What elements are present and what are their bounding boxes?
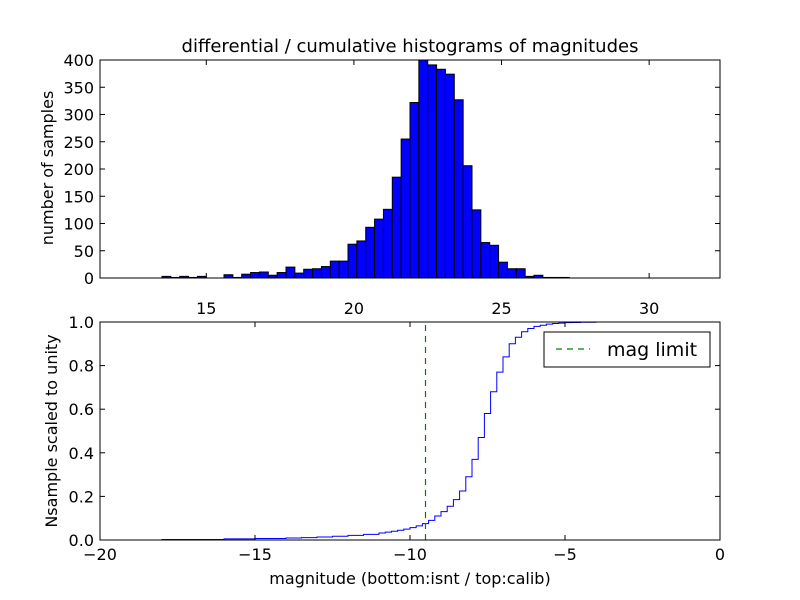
histogram-bar [294, 272, 305, 279]
bottom-y-axis-label: Nsample scaled to unity [42, 334, 61, 527]
top-y-ticks: 0 50 100 150 200 250 300 350 400 [63, 51, 720, 288]
top-x-ticks: 15 20 25 30 [196, 60, 659, 318]
bottom-x-axis-label: magnitude (bottom:isnt / top:calib) [269, 569, 550, 588]
y-tick-label: 300 [63, 106, 94, 125]
histogram-bar [347, 243, 358, 279]
histogram-bar [409, 102, 420, 279]
histogram-bar [374, 218, 384, 279]
y-tick-label: 0.2 [69, 487, 94, 506]
histogram-bar [303, 268, 314, 279]
histogram-bar [365, 226, 376, 279]
histogram-bar [338, 260, 349, 279]
histogram-bar [480, 242, 491, 279]
histogram-bars [161, 59, 570, 279]
x-tick-label: −10 [393, 545, 427, 564]
histogram-bar [312, 268, 322, 279]
histogram-bar [506, 268, 517, 279]
histogram-bar [250, 272, 260, 279]
x-tick-label: −20 [83, 545, 117, 564]
y-tick-label: 0.0 [69, 531, 94, 550]
histogram-bar [382, 208, 393, 279]
histogram-bar [391, 176, 402, 279]
y-tick-label: 0 [84, 269, 94, 288]
y-tick-label: 1.0 [69, 313, 94, 332]
x-tick-label: −15 [238, 545, 272, 564]
x-tick-label: 0 [715, 545, 725, 564]
cumulative-step-line [100, 321, 721, 541]
x-tick-label: 30 [639, 299, 659, 318]
histogram-bar [418, 59, 429, 279]
bottom-x-ticks: −20 −15 −10 −5 0 [83, 322, 725, 564]
bottom-axes-frame [99, 321, 721, 541]
y-tick-label: 250 [63, 133, 94, 152]
x-tick-label: 25 [491, 299, 511, 318]
x-tick-label: 20 [344, 299, 364, 318]
y-tick-label: 350 [63, 78, 94, 97]
cumulative-lines [100, 321, 721, 541]
histogram-bar [489, 244, 500, 279]
histogram-bar [356, 240, 367, 279]
cumulative-panel: Nsample scaled to unity magnitude (botto… [42, 313, 725, 588]
y-tick-label: 150 [63, 187, 94, 206]
histogram-bar [462, 165, 473, 279]
y-tick-label: 0.4 [69, 444, 94, 463]
legend-label: mag limit [607, 339, 697, 361]
top-axes-frame [99, 59, 721, 279]
histogram-bar [453, 99, 464, 279]
x-tick-label: −5 [553, 545, 577, 564]
histogram-bar [276, 272, 287, 279]
histogram-bar [329, 260, 340, 279]
histogram-bar [498, 261, 508, 279]
histogram-bar [436, 68, 446, 279]
y-tick-label: 200 [63, 160, 94, 179]
histogram-bar [320, 266, 331, 279]
histogram-bar [241, 273, 252, 279]
histogram-bar [258, 271, 269, 279]
histogram-bar [285, 266, 296, 279]
chart-title: differential / cumulative histograms of … [182, 36, 639, 57]
y-tick-label: 0.6 [69, 400, 94, 419]
y-tick-label: 50 [74, 242, 94, 261]
x-tick-label: 15 [196, 299, 216, 318]
histogram-bar [515, 268, 526, 279]
y-tick-label: 100 [63, 215, 94, 234]
histogram-panel: differential / cumulative histograms of … [38, 36, 721, 318]
legend: mag limit [543, 331, 711, 368]
top-y-axis-label: number of samples [38, 91, 57, 246]
histogram-bar [444, 73, 455, 279]
y-tick-label: 400 [63, 51, 94, 70]
y-tick-label: 0.8 [69, 357, 94, 376]
histogram-bar [471, 209, 482, 279]
histogram-bar [400, 138, 411, 279]
histogram-bar [427, 64, 438, 279]
